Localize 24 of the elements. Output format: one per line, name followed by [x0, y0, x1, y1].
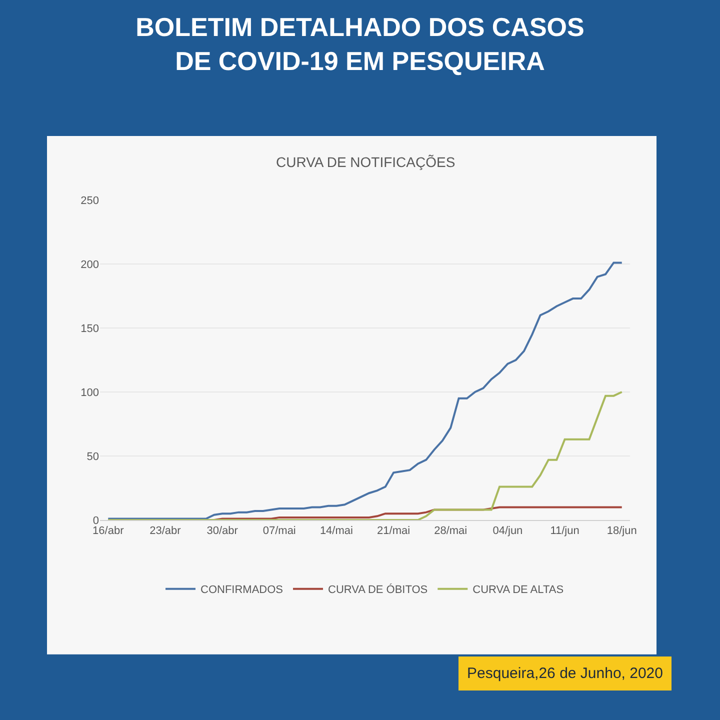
chart-title: BOLETIM DETALHADO DOS CASOS DE COVID-19 EM PESQUEIRA	[136, 12, 584, 76]
x-tick-label: 04/jun	[492, 525, 523, 538]
legend-label: CURVA DE ÓBITOS	[328, 583, 428, 596]
x-tick-label: 21/mai	[377, 525, 410, 538]
x-tick-label: 28/mai	[434, 525, 468, 538]
chart-subtitle: CURVA DE NOTIFICAÇÕES	[276, 154, 456, 170]
x-tick-label: 14/mai	[320, 525, 353, 538]
y-tick-label: 0	[92, 514, 99, 527]
y-tick-label: 150	[80, 322, 99, 335]
line-series	[107, 391, 623, 520]
text: Pesqueira,26 de Junho, 2020	[467, 665, 663, 682]
line-series	[107, 262, 623, 520]
y-tick-label: 100	[80, 386, 99, 399]
y-tick-label: 200	[80, 258, 99, 271]
x-tick-label: 30/abr	[206, 525, 238, 538]
x-tick-label: 18/jun	[606, 525, 637, 538]
legend-label: CONFIRMADOS	[200, 584, 283, 596]
x-tick-label: 16/abr	[92, 525, 124, 538]
y-tick-label: 250	[80, 194, 99, 207]
y-tick-label: 50	[86, 450, 99, 463]
legend-label: CURVA DE ALTAS	[472, 584, 564, 596]
x-tick-label: 07/mai	[262, 525, 296, 538]
x-tick-label: 23/abr	[150, 525, 182, 538]
x-tick-label: 11/jun	[550, 525, 580, 538]
